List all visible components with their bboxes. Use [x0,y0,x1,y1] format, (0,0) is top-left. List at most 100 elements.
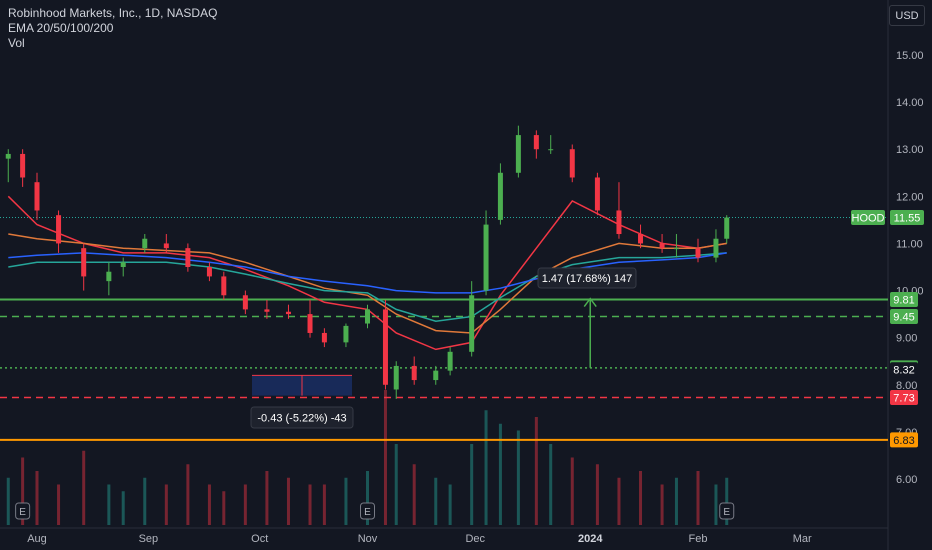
candle [34,172,40,220]
y-tick-label: 13.00 [896,144,924,156]
earnings-marker[interactable]: E [15,502,31,520]
volume-bar [383,390,387,525]
volume-bar [286,477,290,525]
svg-text:7.73: 7.73 [893,392,914,404]
volume-bar [639,471,643,525]
volume-bar [107,484,111,525]
volume-bar [143,477,147,525]
candle [206,262,212,282]
volume-bar [222,491,226,525]
y-tick-label: 6.00 [896,474,917,486]
svg-text:E: E [19,507,26,518]
volume-bar [570,457,574,525]
candle [221,271,227,300]
x-tick-label: Nov [358,533,378,545]
candle [242,290,248,315]
volume-bar [186,464,190,525]
candle [515,125,521,178]
volume-bar [308,484,312,525]
price-badge-7.73: 7.73 [890,389,918,405]
measure-label-box [537,267,637,289]
volume-bar [21,457,25,525]
candle [533,130,539,159]
earnings-marker[interactable]: E [719,502,735,520]
candle [695,238,701,263]
price-badge-9.81: 9.81 [890,292,918,308]
candle [483,210,489,296]
candle [365,304,370,329]
candle [594,172,600,216]
y-tick-label: 14.00 [896,97,924,109]
svg-text:9.81: 9.81 [893,295,914,307]
price-badge-6.83: 6.83 [890,432,918,448]
y-tick-label: 15.00 [896,50,924,62]
candle [447,347,453,376]
volume-bar [164,484,168,525]
measure-arrow-head [583,297,597,308]
measure-label-up: 1.47 (17.68%) 147 [542,273,633,285]
candle [569,144,575,183]
volume-bar [448,484,452,525]
candle [285,304,291,319]
volume-bar [82,450,86,525]
svg-text:E: E [723,507,730,518]
volume-bar [322,484,326,525]
volume-bar [660,484,664,525]
measure-label-box [250,406,354,429]
volume-bar [207,484,211,525]
volume-bar [394,444,398,525]
volume-bar [470,444,474,525]
candle [81,243,87,291]
candle [185,243,191,272]
candle [659,234,665,253]
ema-indicator-label: EMA 20/50/100/200 [8,21,114,35]
volume-bar [534,417,538,525]
volume-bar [243,484,247,525]
candle [382,299,388,390]
candle [713,229,719,263]
svg-text:E: E [364,507,371,518]
svg-text:9.45: 9.45 [893,311,914,323]
ema-line-100 [8,252,727,322]
volume-bar [714,484,718,525]
volume-bar [121,491,125,525]
candle [20,149,26,187]
volume-indicator-label: Vol [8,36,25,50]
volume-bar [434,477,438,525]
symbol-title: Robinhood Markets, Inc., 1D, NASDAQ [8,6,218,20]
x-tick-label: Dec [465,533,485,545]
candle [163,234,169,253]
candle [307,299,313,338]
volume-bar [344,477,348,525]
candle [548,135,554,154]
y-tick-label: 8.00 [896,380,917,392]
volume-bar [595,464,599,525]
x-tick-label: Sep [139,533,159,545]
ema-line-200 [8,252,727,294]
candle [724,215,730,244]
earnings-marker[interactable]: E [360,502,375,520]
candle [120,257,126,277]
x-tick-label: Oct [251,533,268,545]
svg-text:11.55: 11.55 [894,213,921,225]
candle [343,323,349,348]
last-price-badge: 11.55 [890,210,924,226]
symbol-badge: HOOD [851,210,885,226]
candle [638,224,644,249]
ema-line-50 [8,233,727,334]
volume-bar [366,471,369,525]
candle [106,262,112,296]
x-tick-label: 2024 [578,533,603,545]
candle [56,210,62,253]
svg-text:6.83: 6.83 [893,435,914,447]
svg-text:HOOD: HOOD [852,213,885,225]
y-tick-label: 9.00 [896,333,917,345]
volume-bar [725,477,729,525]
candle [616,182,622,239]
currency-button[interactable]: USD [889,5,925,26]
volume-bar [696,471,700,525]
x-tick-label: Aug [27,533,47,545]
y-tick-label: 11.00 [896,238,923,250]
y-tick-label: 12.00 [896,191,924,203]
